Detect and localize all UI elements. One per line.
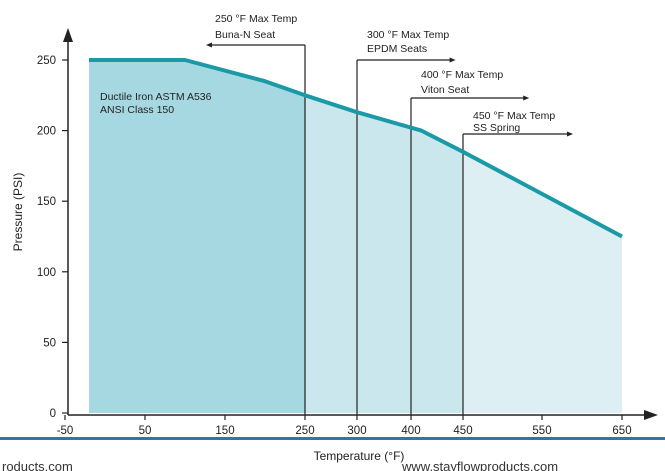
- limit-arrow-head: [206, 42, 212, 48]
- y-tick-label: 250: [37, 55, 56, 67]
- region-fill: [357, 112, 411, 413]
- seat-material-label: Buna-N Seat: [215, 29, 275, 41]
- region-fill: [305, 95, 357, 414]
- x-tick-label: 550: [532, 425, 551, 437]
- footer-right-url: www.stayflowproducts.com: [401, 459, 558, 471]
- y-ticks: 0 50 100 150 200 250: [37, 55, 68, 420]
- x-tick-label: 250: [295, 425, 314, 437]
- x-tick-label: 450: [453, 425, 472, 437]
- x-tick-label: -50: [57, 425, 74, 437]
- limit-arrow-head: [567, 131, 573, 137]
- pressure-curve: [89, 58, 623, 239]
- region-fill: [89, 60, 305, 413]
- x-tick-label: 50: [139, 425, 152, 437]
- temperature-regions: [89, 60, 622, 414]
- y-tick-label: 0: [50, 408, 56, 420]
- limit-arrow-head: [523, 95, 530, 101]
- footer-bar: [0, 437, 665, 440]
- limit-arrow-head: [449, 57, 456, 63]
- seat-temp-label: 300 °F Max Temp: [367, 29, 449, 41]
- region-fill: [463, 151, 622, 414]
- seat-temp-label: 450 °F Max Temp: [473, 110, 555, 122]
- seat-material-label: SS Spring: [473, 122, 520, 134]
- seat-temp-label: 250 °F Max Temp: [215, 13, 297, 25]
- region-fill: [411, 128, 463, 413]
- x-axis-arrow: [644, 410, 658, 420]
- x-ticks: -50 50 150 250 300 400 450 550 650: [57, 415, 632, 437]
- y-tick-label: 100: [37, 267, 56, 279]
- x-axis-title: Temperature (°F): [314, 449, 405, 463]
- seat-temp-label: 400 °F Max Temp: [421, 69, 503, 81]
- seat-material-label: Viton Seat: [421, 84, 469, 96]
- x-tick-label: 150: [215, 425, 234, 437]
- footer-left-url: roducts.com: [2, 459, 73, 471]
- region-dividers: [304, 45, 464, 415]
- seat-material-label: EPDM Seats: [367, 43, 427, 55]
- x-tick-label: 650: [612, 425, 631, 437]
- x-tick-label: 400: [401, 425, 420, 437]
- y-tick-label: 150: [37, 196, 56, 208]
- x-tick-label: 300: [347, 425, 366, 437]
- y-axis-arrow: [63, 28, 73, 42]
- y-tick-label: 200: [37, 126, 56, 138]
- class-label: ANSI Class 150: [100, 104, 174, 116]
- y-tick-label: 50: [43, 337, 56, 349]
- material-label: Ductile Iron ASTM A536: [100, 91, 212, 103]
- y-axis-title: Pressure (PSI): [11, 173, 25, 252]
